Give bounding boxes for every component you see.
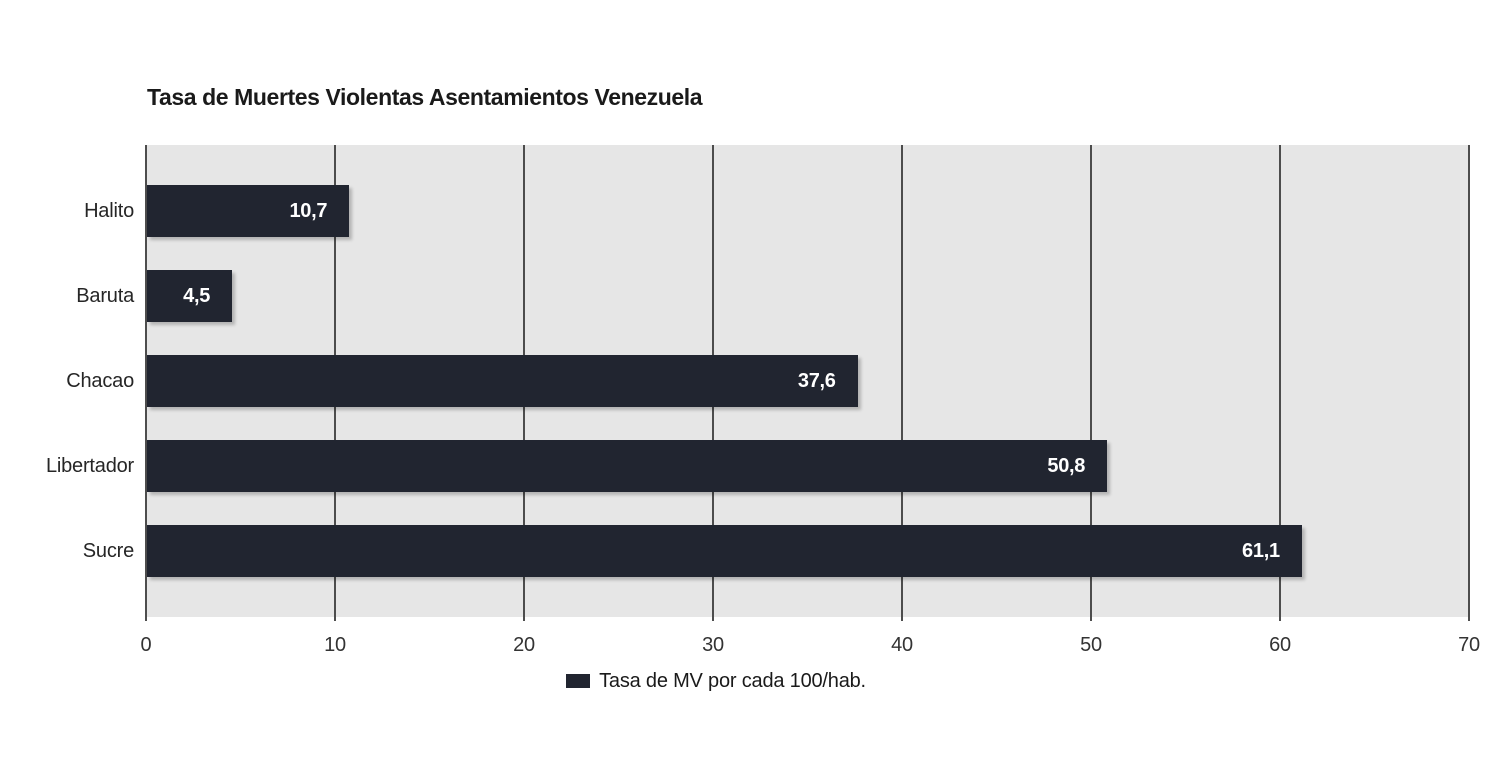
x-axis-tick-label: 0	[140, 634, 152, 656]
bar-row: 37,6	[146, 355, 1469, 407]
bar: 61,1	[147, 525, 1302, 577]
y-axis-label: Chacao	[66, 370, 134, 392]
y-axis-label: Halito	[84, 200, 134, 222]
x-axis: 0 10 20 30 40 50 60 70	[141, 634, 1481, 660]
x-axis-tick-label: 20	[513, 634, 535, 656]
bar-value-label: 4,5	[183, 285, 211, 307]
x-axis-tick-label: 40	[891, 634, 913, 656]
bar: 10,7	[147, 185, 350, 237]
x-axis-tick-label: 70	[1458, 634, 1480, 656]
bar-row: 61,1	[146, 525, 1469, 577]
gridline	[145, 145, 147, 621]
x-axis-tick-label: 30	[702, 634, 724, 656]
bar-value-label: 50,8	[1047, 455, 1086, 477]
y-axis-label: Baruta	[76, 285, 134, 307]
legend-swatch	[566, 674, 591, 688]
bar: 37,6	[147, 355, 858, 407]
bar: 50,8	[147, 440, 1108, 492]
bar-value-label: 61,1	[1242, 540, 1280, 562]
bar: 4,5	[147, 270, 233, 322]
gridline	[1090, 145, 1092, 621]
x-axis-tick-label: 10	[324, 634, 346, 656]
legend: Tasa de MV por cada 100/hab.	[0, 669, 1432, 693]
gridline	[1279, 145, 1281, 621]
y-axis-label: Libertador	[45, 455, 134, 477]
x-axis-tick-label: 60	[1269, 634, 1291, 656]
bar-value-label: 37,6	[797, 370, 836, 392]
bar-value-label: 10,7	[289, 200, 328, 222]
gridline	[1468, 145, 1470, 621]
y-axis-label: Sucre	[82, 540, 134, 562]
bar-row: 10,7	[146, 185, 1469, 237]
bar-row: 4,5	[146, 270, 1469, 322]
y-axis: Halito Baruta Chacao Libertador Sucre	[0, 145, 134, 617]
x-axis-tick-label: 50	[1080, 634, 1102, 656]
plot-area: 10,7 4,5 37,6 50,8 61,1	[145, 145, 1470, 621]
gridline	[901, 145, 903, 621]
bar-row: 50,8	[146, 440, 1469, 492]
legend-label: Tasa de MV por cada 100/hab.	[599, 669, 866, 692]
chart-title: Tasa de Muertes Violentas Asentamientos …	[147, 84, 703, 110]
